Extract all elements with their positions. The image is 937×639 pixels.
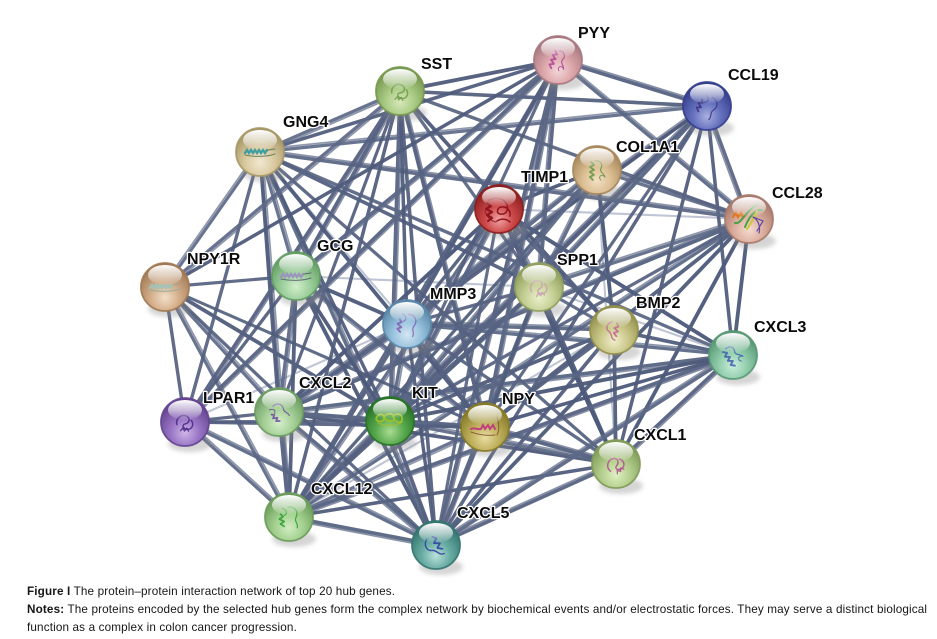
svg-text:GNG4: GNG4 [283,114,328,131]
svg-text:CXCL1: CXCL1 [634,427,687,444]
svg-text:SPP1: SPP1 [557,252,598,269]
svg-text:CXCL5: CXCL5 [457,505,510,522]
svg-text:NPY: NPY [502,391,535,408]
svg-text:SST: SST [421,56,452,73]
svg-text:NPY1R: NPY1R [187,251,241,268]
svg-text:LPAR1: LPAR1 [203,390,254,407]
svg-text:MMP3: MMP3 [430,286,476,303]
svg-text:TIMP1: TIMP1 [521,169,568,186]
svg-text:BMP2: BMP2 [636,295,681,312]
svg-text:GCG: GCG [317,238,353,255]
svg-text:KIT: KIT [412,385,438,402]
svg-text:COL1A1: COL1A1 [616,139,679,156]
svg-text:CXCL12: CXCL12 [311,481,372,498]
svg-text:CXCL3: CXCL3 [754,319,807,336]
svg-text:PYY: PYY [578,25,610,42]
svg-text:CCL28: CCL28 [772,185,823,202]
svg-text:CCL19: CCL19 [728,67,779,84]
svg-text:CXCL2: CXCL2 [299,375,352,392]
